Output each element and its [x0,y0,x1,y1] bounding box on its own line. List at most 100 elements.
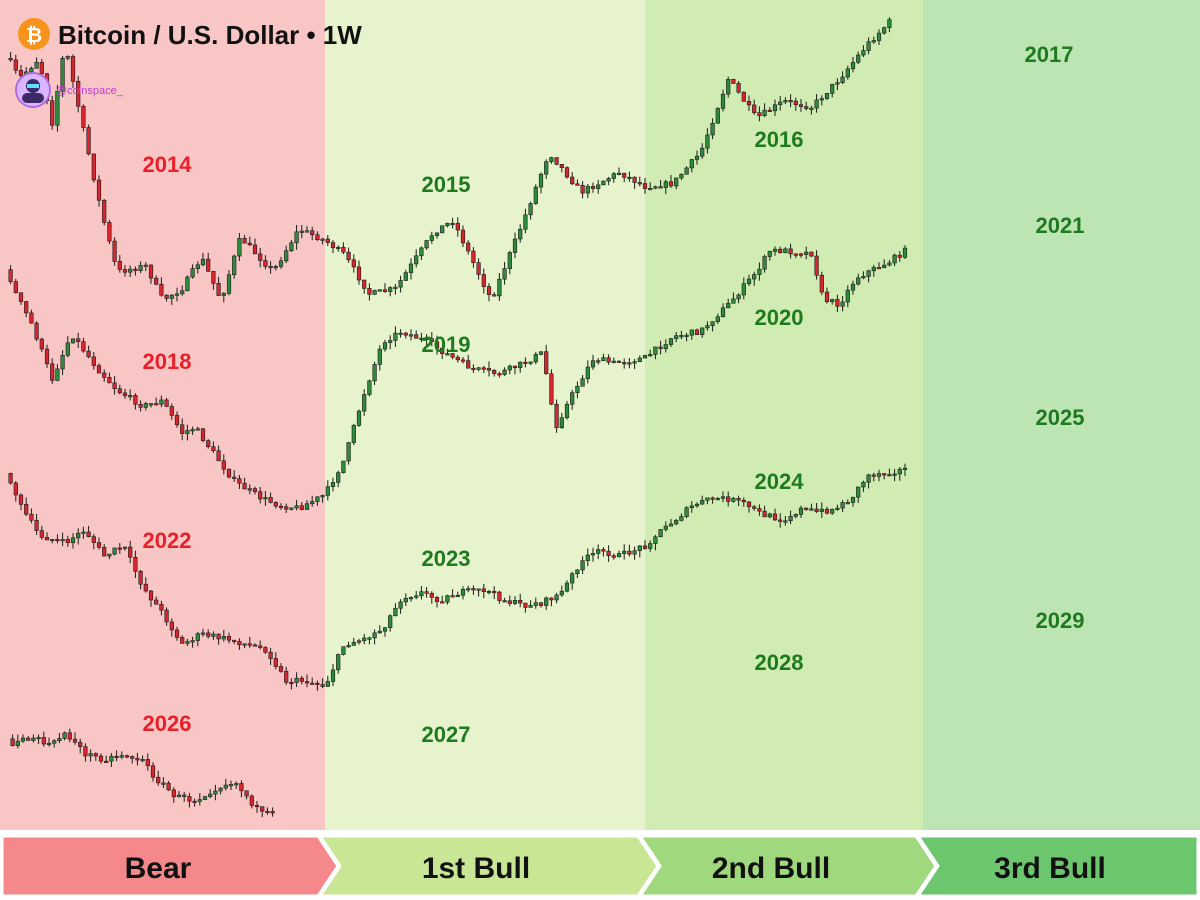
candle [549,156,554,164]
candle [148,403,154,408]
candle [616,360,622,363]
candle [174,287,180,302]
candle [720,491,726,503]
candle [202,795,208,801]
candle [408,329,414,341]
candle [330,663,336,687]
candle [133,266,138,276]
candle [268,647,273,665]
candle [689,158,694,173]
candle [414,590,419,600]
candle [424,239,429,250]
candle [736,80,741,94]
candle [206,439,211,449]
candle [856,273,861,286]
candle [772,246,778,256]
candle [715,107,720,124]
candle [234,781,239,789]
candle [393,326,398,347]
candle [96,537,102,550]
candle [512,365,518,375]
candle [741,91,746,102]
candle [492,586,497,600]
candle [388,286,393,297]
candle [372,361,377,386]
candle [367,636,372,645]
candle [65,55,70,61]
candle [570,389,575,410]
candle [52,739,57,748]
candle [180,635,185,644]
candle [46,737,52,747]
candle [133,393,138,410]
year-label-2026: 2026 [143,711,192,736]
candle [161,777,166,788]
candle [62,731,67,741]
candle [8,472,13,485]
candle [455,354,460,363]
candle [258,247,263,268]
candle [88,749,93,762]
candle [109,752,114,768]
candle [424,587,429,598]
candle [674,331,679,343]
candle [861,480,866,492]
candle [60,350,65,376]
candle [258,640,263,650]
candle [107,553,112,560]
candle [185,424,190,441]
candle [239,780,244,798]
candle [112,376,117,395]
year-label-2024: 2024 [755,469,805,494]
author-handle: @coinspace_ [56,85,124,97]
candle [278,256,284,269]
candle [29,508,34,524]
candle [710,118,715,140]
candle [429,231,434,244]
candle [78,738,83,754]
candle [882,26,887,35]
candle [315,496,320,506]
candle [835,78,840,91]
year-label-2023: 2023 [422,546,471,571]
candle [611,553,616,560]
candle [538,172,544,194]
candle [700,495,705,505]
candle [705,128,710,154]
candle [107,372,112,384]
candle [606,176,611,186]
cycle-3-candles [8,463,908,691]
candle [564,580,570,593]
candle [700,327,705,338]
candle [112,237,117,266]
candle [164,607,169,626]
candle [783,247,788,254]
candle [684,166,689,175]
candle [138,569,143,590]
candle [107,219,112,245]
candle [310,677,315,685]
candle [637,355,642,362]
candle [258,486,263,504]
candle [86,124,91,156]
candle [772,508,778,521]
candle [850,57,856,73]
candle [252,238,258,255]
candle [247,636,252,648]
candle [284,503,289,514]
chart-header: ₿ Bitcoin / U.S. Dollar • 1W @coinspace_ [15,18,362,108]
candle [570,571,575,590]
year-label-2018: 2018 [143,349,192,374]
candle [270,807,275,817]
candle [72,732,78,745]
candle [492,369,497,377]
candle [145,753,150,771]
candle [736,293,741,304]
candle [176,791,182,798]
candle [772,99,778,117]
candle [580,375,585,387]
candle [154,596,159,605]
candle [150,762,156,782]
candle [455,591,460,598]
candle [180,418,185,441]
